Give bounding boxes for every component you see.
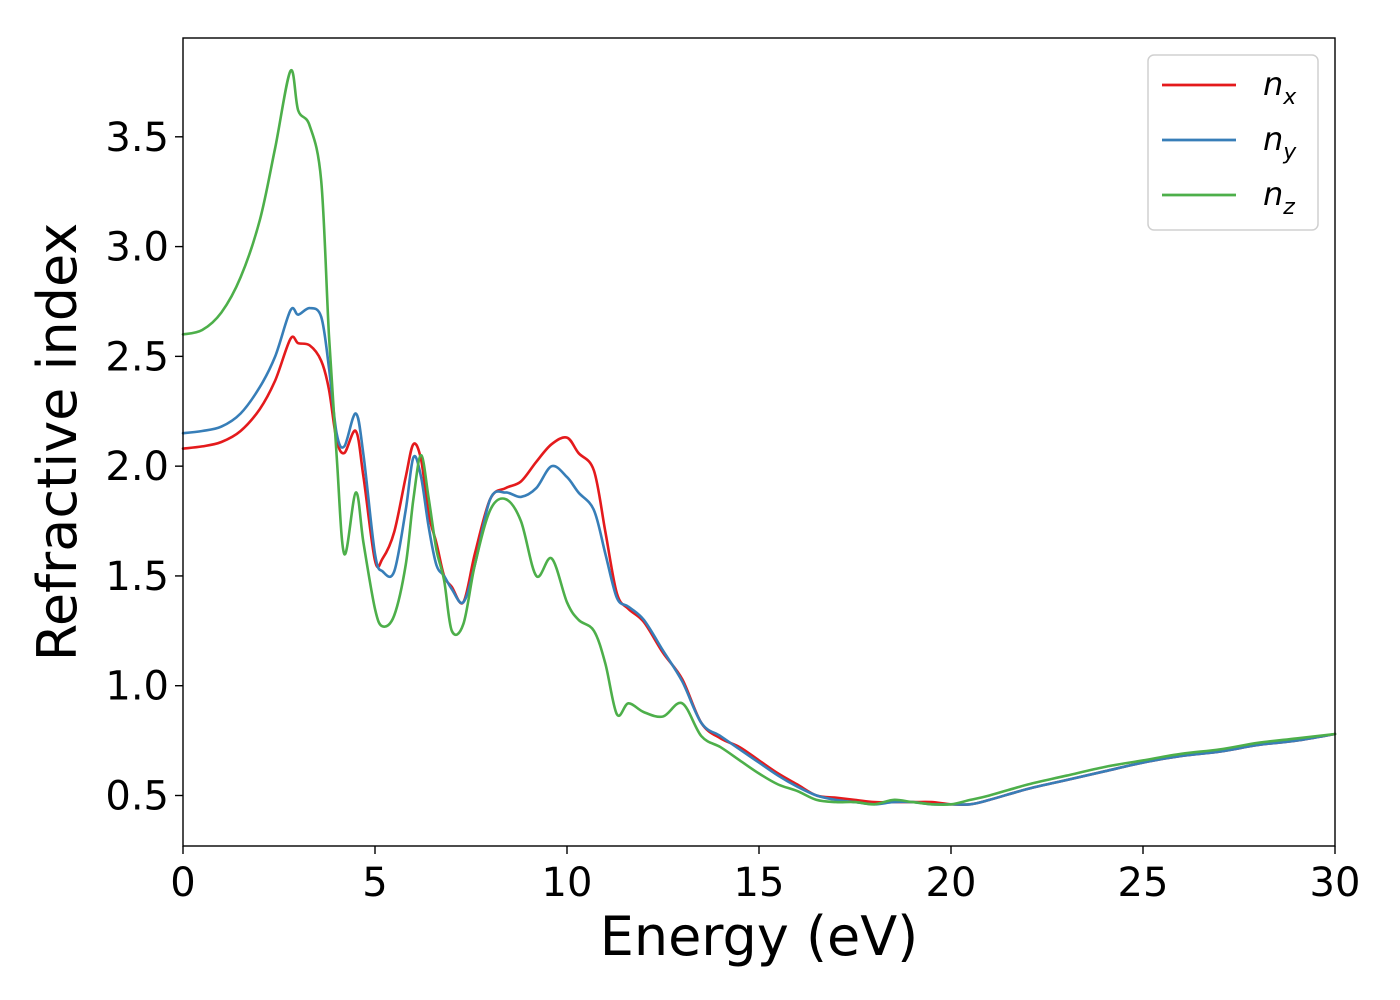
y-tick-label: 2.5 [105,334,169,380]
x-tick-label: 15 [734,860,785,906]
series-line-z [181,69,1337,806]
legend-box [1147,54,1319,231]
y-axis-label: Refractive index [26,223,89,662]
x-axis-label: Energy (eV) [600,905,919,968]
x-tick-label: 5 [362,860,387,906]
x-tick-label: 30 [1310,860,1361,906]
y-tick-label: 1.0 [105,664,169,710]
plot-area [183,38,1335,846]
x-tick-label: 0 [170,860,195,906]
y-tick-label: 1.5 [105,554,169,600]
series-layer [181,69,1337,806]
y-axis-ticks: 0.5 1.0 1.5 2.0 2.5 3.0 3.5 [105,115,183,820]
y-tick-label: 0.5 [105,774,169,820]
x-tick-label: 10 [542,860,593,906]
y-tick-label: 3.5 [105,115,169,161]
x-tick-label: 25 [1118,860,1169,906]
y-tick-label: 3.0 [105,225,169,271]
y-tick-label: 2.0 [105,444,169,490]
x-axis-ticks: 0 5 10 15 20 25 30 [170,846,1360,906]
x-tick-label: 20 [926,860,977,906]
